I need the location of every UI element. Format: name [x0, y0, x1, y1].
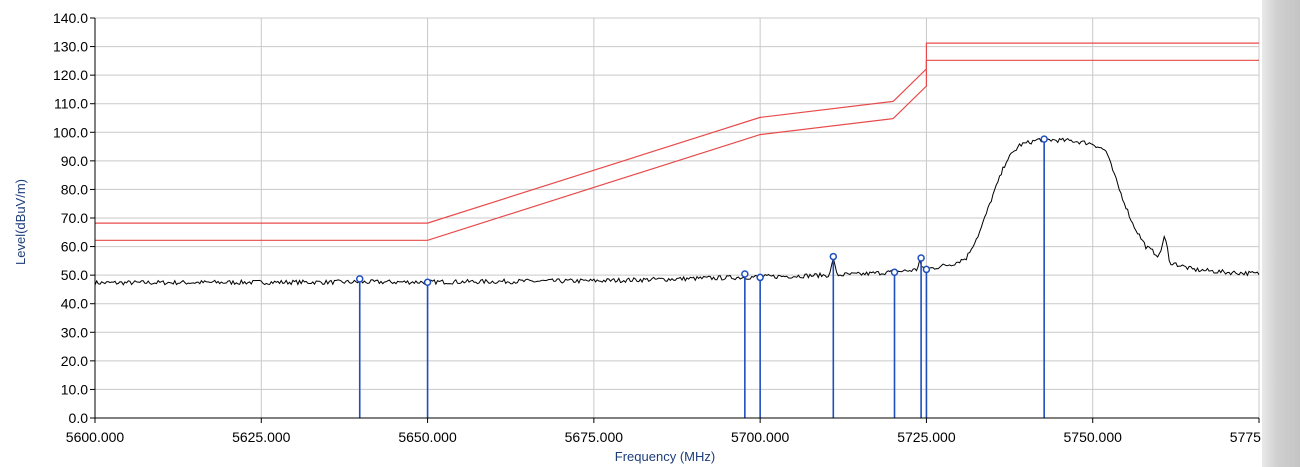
- limit-line: [95, 42, 1259, 224]
- peak-markers: [355, 135, 1048, 418]
- y-tick-label: 90.0: [61, 153, 88, 169]
- x-tick-label: 5700.000: [731, 429, 790, 445]
- measured-trace: [94, 136, 1260, 286]
- peak-marker-point: [890, 268, 899, 277]
- peak-marker-point: [741, 270, 749, 278]
- y-tick-label: 70.0: [61, 210, 88, 226]
- y-tick-label: 130.0: [53, 39, 88, 55]
- y-tick-label: 80.0: [61, 181, 88, 197]
- gridlines: [95, 17, 1260, 418]
- series-lines: [94, 42, 1260, 286]
- x-tick-label: 5675.000: [565, 429, 624, 445]
- peak-marker-point: [922, 265, 931, 274]
- y-tick-label: 50.0: [61, 267, 88, 283]
- x-tick-label: 5725.000: [897, 429, 956, 445]
- y-tick-label: 30.0: [61, 324, 88, 340]
- y-tick-label: 40.0: [61, 296, 88, 312]
- peak-marker-point: [423, 278, 432, 287]
- peak-marker-point: [355, 275, 364, 283]
- peak-marker-point: [917, 254, 925, 262]
- y-tick-label: 100.0: [53, 124, 88, 140]
- x-tick-label: 5750.000: [1064, 429, 1123, 445]
- y-tick-label: 110.0: [54, 96, 88, 112]
- y-tick-label: 0.0: [69, 410, 89, 426]
- x-tick-label: 5625.000: [232, 429, 291, 445]
- y-axis-title: Level(dBuV/m): [13, 179, 28, 265]
- y-tick-label: 120.0: [53, 67, 88, 83]
- peak-marker-point: [829, 252, 838, 261]
- x-axis-title: Frequency (MHz): [615, 449, 715, 464]
- y-tick-label: 10.0: [61, 381, 88, 397]
- peak-marker-point: [1040, 135, 1048, 143]
- peak-marker-point: [756, 273, 764, 282]
- x-tick-label: 5600.000: [66, 429, 125, 445]
- y-tick-label: 60.0: [61, 239, 88, 255]
- limit-line: [95, 59, 1259, 241]
- y-tick-label: 140.0: [53, 10, 88, 26]
- x-tick-label: 5650.000: [398, 429, 457, 445]
- y-tick-label: 20.0: [61, 353, 88, 369]
- vertical-scrollbar[interactable]: [1262, 0, 1300, 467]
